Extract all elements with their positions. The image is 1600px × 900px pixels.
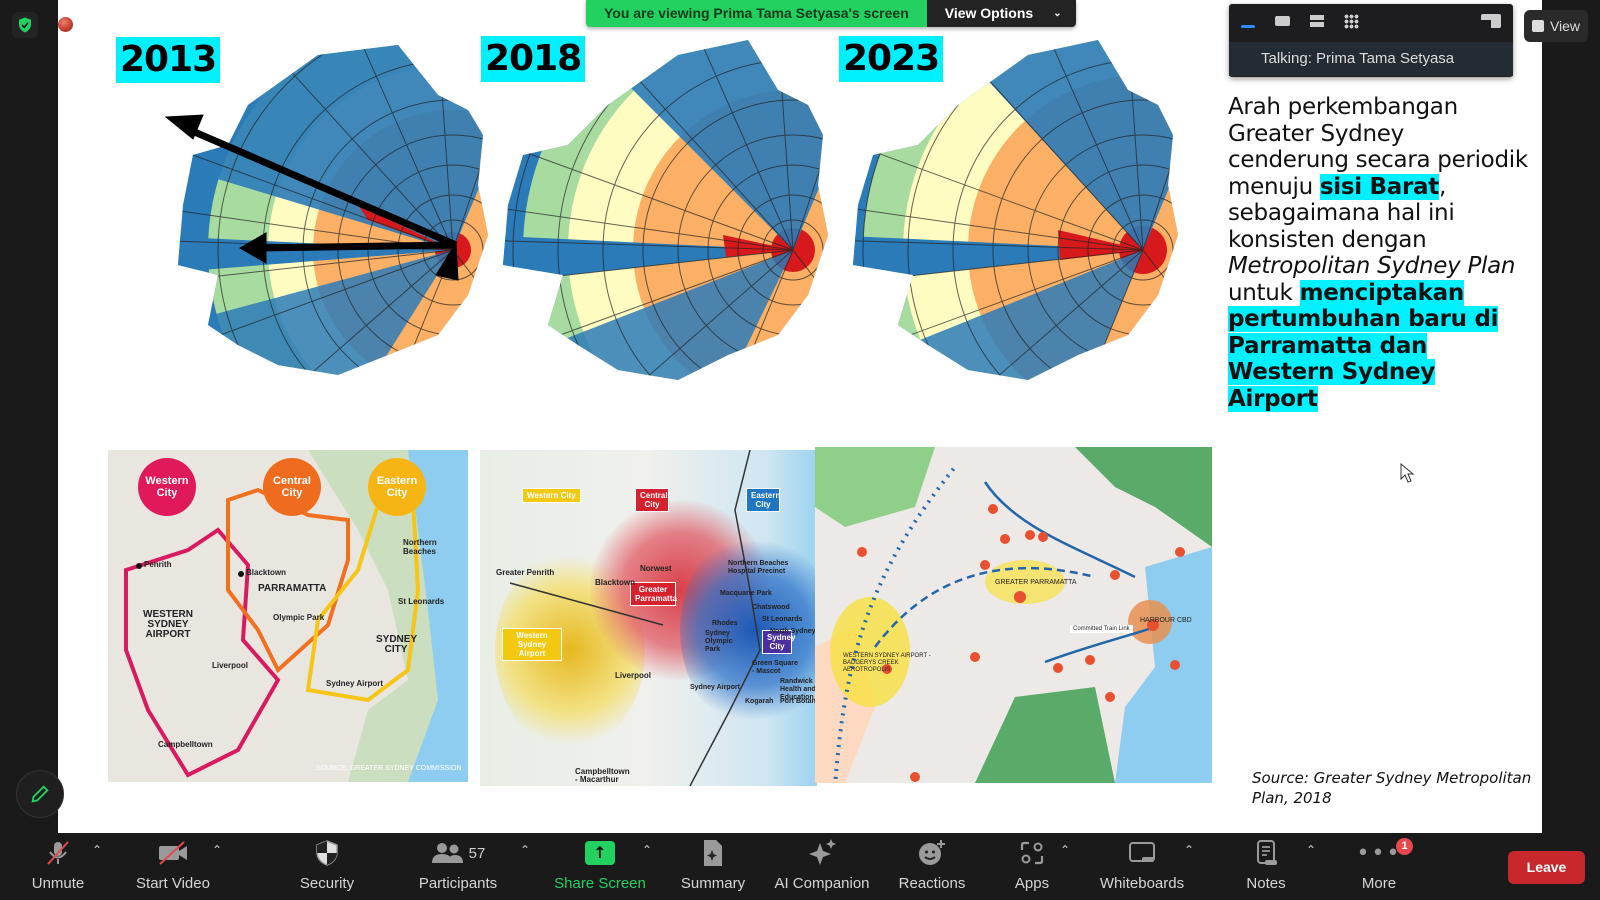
talking-indicator: Talking: Prima Tama Setyasa: [1229, 42, 1513, 76]
encryption-shield-button[interactable]: [12, 12, 38, 38]
tag-eastern-city: Eastern City: [746, 488, 780, 512]
year-label-2018: 2018: [481, 36, 586, 82]
view-button[interactable]: View: [1524, 10, 1588, 42]
notes-icon: [1257, 840, 1277, 865]
summary-document-icon: [704, 840, 722, 866]
tag-greater-parramatta: Greater Parramatta: [630, 582, 677, 606]
exit-minimized-icon[interactable]: [1481, 14, 1501, 28]
radial-density-map-2013: [164, 45, 488, 375]
more-dots-icon: •••: [1356, 840, 1402, 866]
mouse-cursor-icon: [1400, 463, 1415, 483]
annotate-button[interactable]: [16, 770, 64, 818]
apps-options-caret[interactable]: ⌃: [1060, 843, 1071, 857]
shield-check-icon: [19, 17, 31, 33]
tag-western-city: Western City: [522, 488, 581, 503]
minimize-view-icon[interactable]: [1241, 24, 1255, 28]
leave-button[interactable]: Leave: [1508, 851, 1585, 884]
tag-sydney-city: Sydney City: [762, 630, 795, 654]
pencil-icon: [31, 785, 49, 803]
year-label-2013: 2013: [116, 37, 221, 83]
screen-share-banner: You are viewing Prima Tama Setyasa's scr…: [586, 0, 1076, 27]
speaker-view-icon[interactable]: [1275, 16, 1290, 26]
view-options-button[interactable]: View Options ⌄: [926, 0, 1076, 27]
radial-density-map-2018: [503, 40, 828, 380]
apps-button[interactable]: Apps: [1012, 833, 1052, 900]
security-shield-icon: [316, 840, 338, 866]
structure-plan-map: GREATER PARRAMATTA HARBOUR CBD WESTERN S…: [815, 447, 1212, 783]
audio-options-caret[interactable]: ⌃: [92, 843, 103, 857]
participants-button[interactable]: 57 Participants: [412, 833, 504, 900]
active-speaker-panel: Talking: Prima Tama Setyasa: [1229, 4, 1513, 77]
whiteboards-options-caret[interactable]: ⌃: [1184, 843, 1195, 857]
microphone-muted-icon: [47, 841, 69, 865]
three-cities-map: Western City Central City Eastern City P…: [108, 450, 468, 782]
badge-central-city: Central City: [263, 458, 321, 516]
year-label-2023: 2023: [839, 36, 944, 82]
sparkle-icon: [809, 839, 836, 865]
source-caption: Source: Greater Sydney Metropolitan Plan…: [1252, 769, 1532, 807]
chevron-down-icon: ⌄: [1053, 8, 1062, 19]
meeting-toolbar: Unmute ⌃ Start Video ⌃ Security 57 Parti…: [0, 833, 1600, 900]
more-notification-badge: 1: [1396, 838, 1413, 855]
participants-options-caret[interactable]: ⌃: [520, 843, 531, 857]
tag-western-sydney-airport: Western Sydney Airport: [502, 628, 562, 661]
recording-indicator-icon: [58, 17, 73, 32]
shared-screen-slide: 2013 2018 2023: [58, 0, 1542, 833]
participants-icon: [431, 843, 463, 863]
unmute-button[interactable]: Unmute: [28, 833, 88, 900]
tag-central-city: Central City: [635, 488, 669, 512]
share-banner-message: You are viewing Prima Tama Setyasa's scr…: [586, 0, 927, 27]
strip-view-icon[interactable]: [1310, 15, 1324, 27]
gallery-view-icon[interactable]: [1344, 13, 1359, 29]
video-options-caret[interactable]: ⌃: [212, 843, 223, 857]
map-credit: SOURCE: GREATER SYDNEY COMMISSION: [316, 765, 462, 772]
reactions-button[interactable]: Reactions: [896, 833, 968, 900]
notes-options-caret[interactable]: ⌃: [1306, 843, 1317, 857]
share-screen-button[interactable]: ↑ Share Screen: [554, 841, 646, 892]
video-off-icon: [159, 841, 187, 865]
whiteboard-icon: [1129, 842, 1155, 862]
share-options-caret[interactable]: ⌃: [642, 843, 653, 857]
city-clusters-heatmap: Western City Central City Eastern City G…: [480, 450, 817, 786]
emoji-add-icon: [919, 840, 945, 865]
apps-icon: [1020, 841, 1044, 865]
badge-western-city: Western City: [138, 458, 196, 516]
start-video-button[interactable]: Start Video: [128, 833, 218, 900]
security-button[interactable]: Security: [294, 833, 360, 900]
notes-button[interactable]: Notes: [1242, 833, 1290, 900]
badge-eastern-city: Eastern City: [368, 458, 426, 516]
slide-description: Arah perkembangan Greater Sydney cenderu…: [1228, 94, 1528, 412]
whiteboards-button[interactable]: Whiteboards: [1096, 833, 1188, 900]
ai-companion-button[interactable]: AI Companion: [770, 833, 874, 900]
share-arrow-icon: ↑: [585, 841, 615, 865]
summary-button[interactable]: Summary: [676, 833, 750, 900]
participants-count: 57: [468, 844, 486, 862]
more-button[interactable]: ••• More: [1355, 833, 1403, 900]
radial-density-map-2023: [853, 40, 1178, 380]
view-layout-icon: [1531, 20, 1544, 32]
highlight-sisi-barat: sisi Barat: [1319, 173, 1439, 200]
